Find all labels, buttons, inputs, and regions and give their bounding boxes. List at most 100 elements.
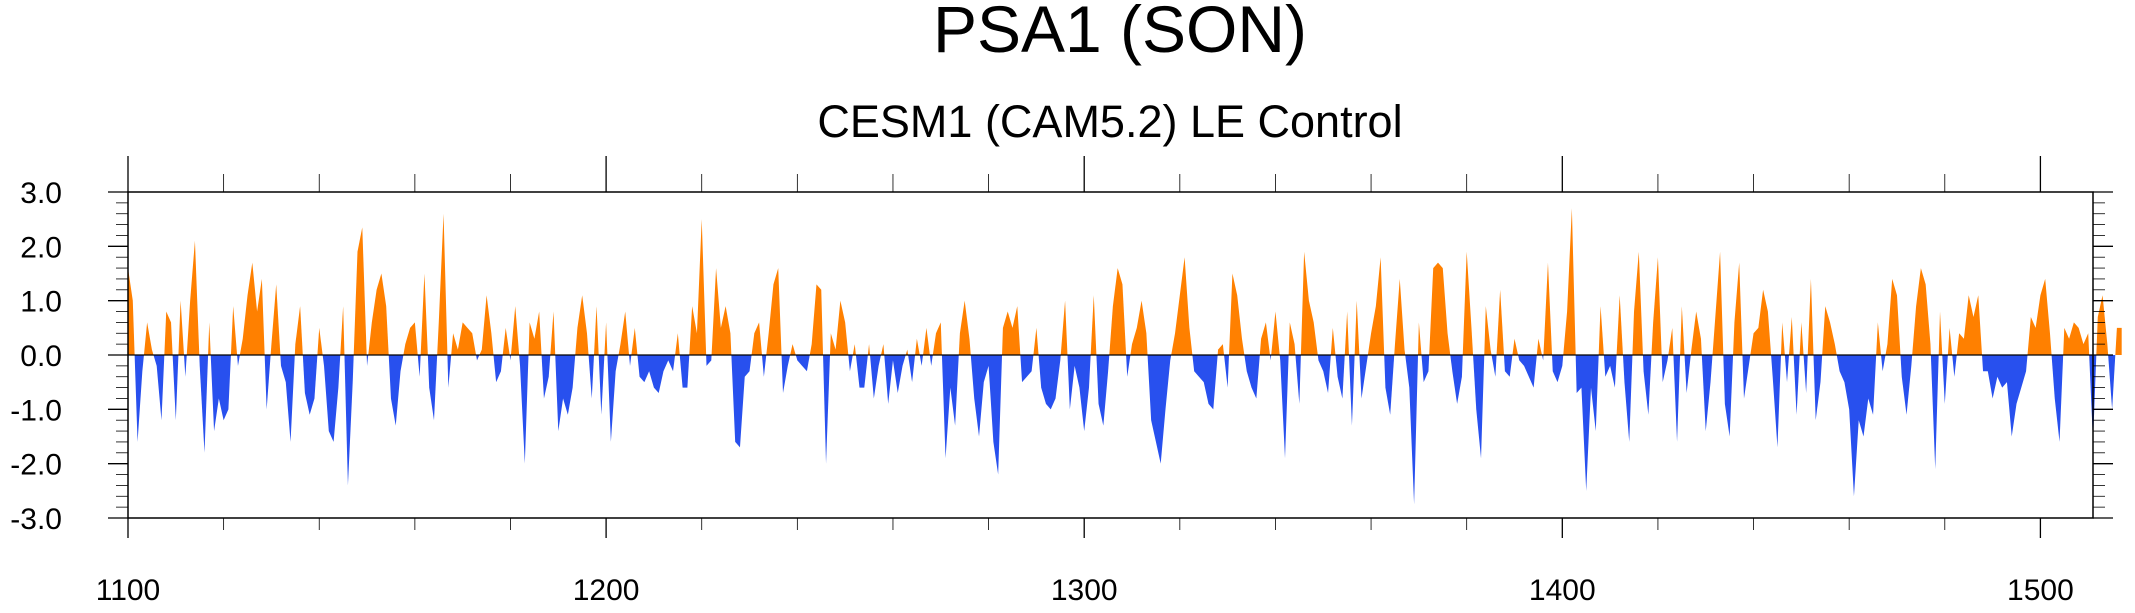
negative-area-151 bbox=[1673, 355, 1681, 442]
negative-area-79 bbox=[908, 355, 916, 383]
negative-area-119 bbox=[1359, 355, 1368, 399]
positive-area-100 bbox=[1171, 257, 1193, 355]
positive-area-176 bbox=[1912, 268, 1931, 355]
negative-area-55 bbox=[637, 355, 676, 394]
negative-area-107 bbox=[1269, 355, 1272, 361]
negative-area-61 bbox=[731, 355, 752, 448]
positive-area-170 bbox=[1822, 306, 1837, 355]
negative-area-53 bbox=[629, 355, 632, 366]
positive-area-26 bbox=[368, 273, 389, 355]
positive-area-68 bbox=[809, 284, 824, 355]
negative-area-85 bbox=[941, 355, 959, 459]
positive-area-108 bbox=[1271, 311, 1280, 355]
negative-area-169 bbox=[1813, 355, 1823, 421]
positive-area-72 bbox=[852, 344, 856, 355]
negative-area-163 bbox=[1784, 355, 1790, 383]
negative-area-15 bbox=[264, 355, 271, 410]
negative-area-133 bbox=[1503, 355, 1513, 377]
negative-area-51 bbox=[607, 355, 619, 442]
y-tick-label: 3.0 bbox=[20, 177, 62, 210]
positive-area-142 bbox=[1598, 306, 1604, 355]
positive-area-116 bbox=[1344, 311, 1349, 355]
negative-area-95 bbox=[1096, 355, 1110, 426]
positive-area-66 bbox=[790, 344, 796, 355]
negative-area-77 bbox=[884, 355, 906, 404]
positive-area-60 bbox=[711, 268, 732, 355]
negative-area-103 bbox=[1224, 355, 1229, 388]
negative-area-7 bbox=[184, 355, 187, 377]
positive-area-76 bbox=[881, 344, 885, 355]
positive-area-46 bbox=[575, 295, 589, 355]
positive-area-10 bbox=[208, 322, 211, 355]
negative-area-139 bbox=[1552, 355, 1564, 383]
negative-area-137 bbox=[1541, 355, 1544, 361]
y-tick-label: 0.0 bbox=[20, 340, 62, 373]
negative-area-173 bbox=[1881, 355, 1886, 372]
positive-area-152 bbox=[1680, 306, 1685, 355]
positive-area-158 bbox=[1733, 262, 1743, 355]
x-tick-label: 1100 bbox=[96, 574, 161, 607]
negative-area-175 bbox=[1900, 355, 1913, 415]
negative-area-167 bbox=[1803, 355, 1808, 394]
positive-area-24 bbox=[353, 227, 367, 355]
negative-area-109 bbox=[1279, 355, 1289, 459]
negative-area-59 bbox=[706, 355, 712, 366]
positive-area-34 bbox=[451, 322, 477, 355]
y-tick-label: -2.0 bbox=[10, 449, 62, 482]
x-tick-label: 1500 bbox=[2007, 574, 2074, 607]
negative-area-123 bbox=[1405, 355, 1419, 505]
negative-area-143 bbox=[1603, 355, 1617, 388]
positive-area-128 bbox=[1462, 251, 1474, 355]
positive-area-52 bbox=[618, 311, 630, 355]
chart-title: PSA1 (SON) bbox=[933, 0, 1307, 66]
positive-area-62 bbox=[751, 322, 762, 355]
negative-area-43 bbox=[541, 355, 551, 399]
negative-area-67 bbox=[795, 355, 810, 372]
positive-area-130 bbox=[1484, 306, 1492, 355]
negative-area-69 bbox=[823, 355, 831, 464]
positive-area-84 bbox=[932, 322, 942, 355]
negative-area-75 bbox=[870, 355, 882, 399]
negative-area-127 bbox=[1450, 355, 1463, 404]
negative-area-129 bbox=[1473, 355, 1485, 459]
positive-area-80 bbox=[915, 338, 920, 355]
positive-area-58 bbox=[689, 219, 707, 355]
negative-area-165 bbox=[1793, 355, 1800, 415]
positive-area-38 bbox=[502, 327, 510, 355]
y-tick-label: -1.0 bbox=[10, 394, 62, 427]
positive-area-74 bbox=[867, 344, 871, 355]
negative-area-83 bbox=[929, 355, 933, 366]
positive-area-134 bbox=[1512, 338, 1519, 355]
positive-area-64 bbox=[766, 268, 782, 355]
positive-area-18 bbox=[294, 306, 303, 355]
negative-area-101 bbox=[1192, 355, 1218, 410]
negative-area-35 bbox=[476, 355, 480, 361]
negative-area-41 bbox=[519, 355, 529, 464]
positive-area-148 bbox=[1651, 257, 1662, 355]
positive-area-186 bbox=[2063, 322, 2090, 355]
positive-area-36 bbox=[479, 295, 494, 355]
positive-area-138 bbox=[1543, 262, 1553, 355]
positive-area-12 bbox=[230, 306, 238, 355]
negative-area-29 bbox=[417, 355, 421, 377]
positive-area-162 bbox=[1780, 322, 1785, 355]
positive-area-190 bbox=[2115, 327, 2122, 355]
positive-area-20 bbox=[317, 327, 323, 355]
positive-area-16 bbox=[270, 284, 281, 355]
positive-area-150 bbox=[1668, 327, 1674, 355]
negative-area-157 bbox=[1723, 355, 1734, 437]
positive-area-154 bbox=[1690, 311, 1702, 355]
x-tick-label: 1200 bbox=[573, 574, 640, 607]
positive-area-184 bbox=[2027, 278, 2052, 355]
positive-area-78 bbox=[905, 349, 909, 355]
positive-area-70 bbox=[830, 300, 849, 355]
negative-area-135 bbox=[1518, 355, 1537, 388]
negative-area-33 bbox=[447, 355, 452, 388]
negative-area-21 bbox=[322, 355, 341, 442]
positive-area-54 bbox=[631, 327, 638, 355]
positive-area-40 bbox=[510, 306, 520, 355]
positive-area-96 bbox=[1109, 268, 1127, 355]
negative-area-31 bbox=[427, 355, 438, 421]
negative-area-89 bbox=[1020, 355, 1034, 383]
